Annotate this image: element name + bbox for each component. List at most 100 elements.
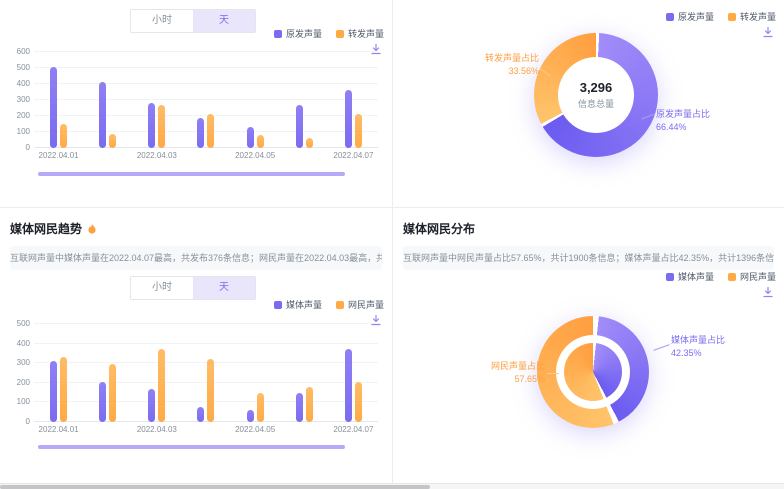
legend-item[interactable]: 转发声量 [727, 10, 776, 23]
legend: 媒体声量 网民声量 [273, 298, 384, 311]
toggle-option-day[interactable]: 天 [193, 10, 255, 32]
bar-group [132, 324, 181, 422]
plot-area [34, 323, 378, 422]
x-axis-line [34, 421, 378, 422]
bar-原发声量[interactable] [148, 103, 156, 148]
legend-item[interactable]: 原发声量 [665, 10, 714, 23]
bar-网民声量[interactable] [207, 359, 215, 422]
datazoom-slider[interactable] [38, 172, 345, 176]
x-axis: 2022.04.01 2022.04.03 2022.04.05 2022.04.07 [34, 151, 378, 160]
legend-swatch-purple [273, 29, 282, 38]
donut-chart-orig-repost[interactable]: 3,296 信息总量 [534, 33, 658, 157]
legend: 媒体声量 网民声量 [665, 270, 776, 283]
bar-网民声量[interactable] [256, 392, 264, 422]
bar-媒体声量[interactable] [197, 407, 205, 422]
legend-item[interactable]: 原发声量 [273, 27, 322, 40]
legend-swatch-orange [335, 29, 344, 38]
toggle-option-hour[interactable]: 小时 [131, 277, 193, 299]
bar-原发声量[interactable] [99, 82, 107, 148]
inner-pie[interactable] [564, 343, 622, 401]
summary-text: 互联网声量中网民声量占比57.65%，共计1900条信息；媒体声量占比42.35… [403, 246, 774, 270]
bar-媒体声量[interactable] [344, 349, 352, 422]
y-tick-label: 100 [16, 397, 30, 407]
bar-原发声量[interactable] [295, 104, 303, 148]
bar-group [132, 52, 181, 148]
title-text: 媒体网民趋势 [10, 222, 83, 236]
bar-group [83, 324, 132, 422]
bar-转发声量[interactable] [305, 137, 313, 148]
gridline [34, 67, 378, 68]
x-tick-label: 2022.04.07 [333, 151, 374, 160]
bar-转发声量[interactable] [109, 134, 117, 148]
legend-item[interactable]: 网民声量 [335, 298, 384, 311]
bar-网民声量[interactable] [354, 381, 362, 422]
download-icon[interactable] [762, 26, 774, 38]
bar-group [34, 324, 83, 422]
x-tick-label [83, 151, 132, 160]
slice-name: 媒体声量占比 [671, 335, 726, 345]
panel-media-netizen-share: 媒体网民分布 互联网声量中网民声量占比57.65%，共计1900条信息；媒体声量… [393, 208, 784, 483]
outer-ring[interactable] [537, 316, 649, 428]
bar-原发声量[interactable] [50, 67, 58, 148]
x-axis-line [34, 147, 378, 148]
download-icon[interactable] [370, 43, 382, 55]
gridline [34, 115, 378, 116]
legend-label: 网民声量 [739, 272, 776, 282]
toggle-option-day[interactable]: 天 [193, 277, 255, 299]
x-tick-label [280, 151, 329, 160]
bar-原发声量[interactable] [246, 127, 254, 148]
scrollbar-thumb[interactable] [0, 485, 430, 489]
flame-icon [88, 223, 96, 234]
bar-转发声量[interactable] [354, 113, 362, 148]
legend-item[interactable]: 媒体声量 [665, 270, 714, 283]
legend-label: 转发声量 [739, 12, 776, 22]
slice-pct: 57.65% [514, 374, 545, 384]
x-tick-label: 2022.04.05 [235, 425, 276, 434]
slice-name: 网民声量占比 [490, 361, 545, 371]
bar-媒体声量[interactable] [99, 381, 107, 422]
label-connector [653, 344, 670, 351]
y-tick-label: 0 [25, 417, 30, 426]
y-tick-label: 300 [16, 95, 30, 104]
horizontal-scrollbar[interactable] [0, 483, 784, 489]
x-tick-label: 2022.04.03 [136, 151, 177, 160]
bar-原发声量[interactable] [344, 90, 352, 148]
slice-name: 原发声量占比 [656, 109, 711, 119]
donut-center: 3,296 信息总量 [558, 57, 634, 133]
gridline [34, 323, 378, 324]
datazoom-slider[interactable] [38, 445, 345, 449]
legend-item[interactable]: 转发声量 [335, 27, 384, 40]
bar-网民声量[interactable] [305, 386, 313, 422]
y-tick-label: 600 [16, 47, 30, 56]
y-tick-label: 200 [16, 377, 30, 387]
bar-网民声量[interactable] [109, 364, 117, 422]
bar-网民声量[interactable] [60, 357, 68, 422]
donut-ring[interactable]: 3,296 信息总量 [534, 33, 658, 157]
y-tick-label: 400 [16, 338, 30, 348]
download-icon[interactable] [370, 314, 382, 326]
bar-转发声量[interactable] [158, 104, 166, 148]
legend-label: 媒体声量 [677, 272, 714, 282]
legend: 原发声量 转发声量 [665, 10, 776, 23]
nested-pie-media-netizen[interactable] [537, 316, 649, 428]
legend-item[interactable]: 网民声量 [727, 270, 776, 283]
bar-group [83, 52, 132, 148]
bar-媒体声量[interactable] [50, 361, 58, 422]
toggle-option-hour[interactable]: 小时 [131, 10, 193, 32]
bar-转发声量[interactable] [207, 113, 215, 148]
bar-转发声量[interactable] [60, 124, 68, 148]
legend-item[interactable]: 媒体声量 [273, 298, 322, 311]
bar-媒体声量[interactable] [295, 392, 303, 422]
bar-媒体声量[interactable] [148, 388, 156, 422]
legend: 原发声量 转发声量 [273, 27, 384, 40]
slice-label-netizen: 网民声量占比 57.65% [455, 360, 545, 386]
x-tick-label: 2022.04.01 [38, 425, 79, 434]
bar-网民声量[interactable] [158, 348, 166, 422]
bar-转发声量[interactable] [256, 135, 264, 148]
download-icon[interactable] [762, 286, 774, 298]
x-axis: 2022.04.01 2022.04.03 2022.04.05 2022.04.07 [34, 425, 378, 434]
x-tick-label: 2022.04.01 [38, 151, 79, 160]
bar-媒体声量[interactable] [246, 410, 254, 422]
bar-原发声量[interactable] [197, 117, 205, 148]
slice-name: 转发声量占比 [484, 53, 539, 63]
